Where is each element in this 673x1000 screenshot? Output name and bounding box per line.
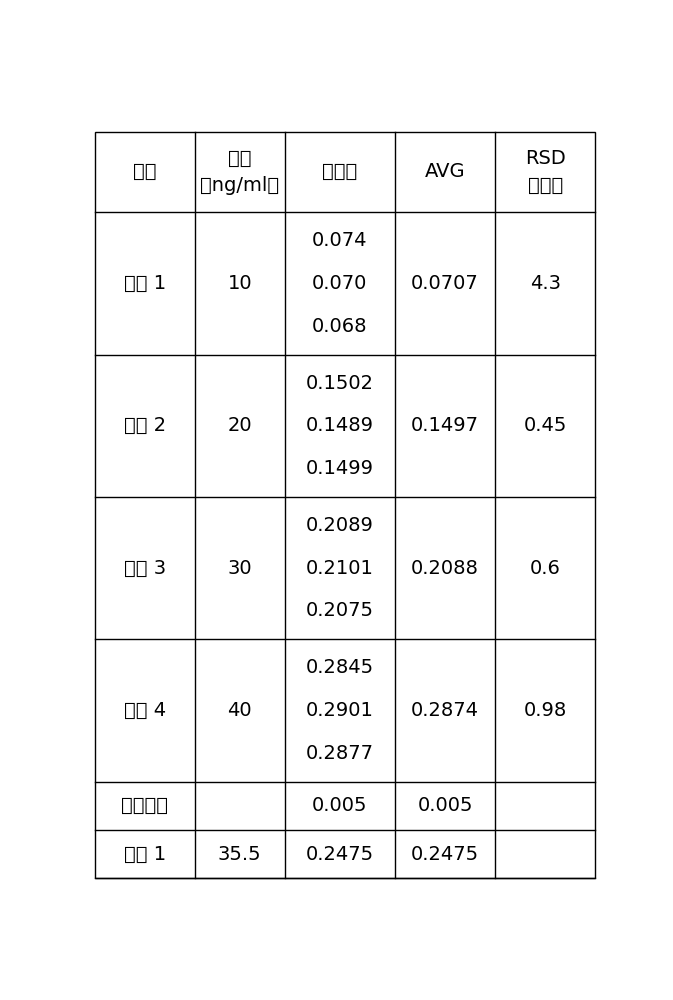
- Text: 0.070: 0.070: [312, 274, 367, 293]
- Text: 0.1489: 0.1489: [306, 416, 374, 435]
- Text: 吸光度: 吸光度: [322, 162, 357, 181]
- Text: 4.3: 4.3: [530, 274, 561, 293]
- Text: 0.005: 0.005: [417, 796, 473, 815]
- Text: 40: 40: [227, 701, 252, 720]
- Text: 标样 3: 标样 3: [124, 559, 166, 578]
- Text: （ng/ml）: （ng/ml）: [200, 176, 279, 195]
- Text: RSD: RSD: [525, 149, 565, 168]
- Text: 0.074: 0.074: [312, 231, 367, 250]
- Text: 0.2901: 0.2901: [306, 701, 374, 720]
- Text: 样品空白: 样品空白: [121, 796, 168, 815]
- Text: 0.2089: 0.2089: [306, 516, 374, 535]
- Text: 0.1502: 0.1502: [306, 374, 374, 393]
- Text: 0.1499: 0.1499: [306, 459, 374, 478]
- Text: 名称: 名称: [133, 162, 156, 181]
- Text: 样品 1: 样品 1: [124, 845, 166, 864]
- Text: 20: 20: [227, 416, 252, 435]
- Text: 0.98: 0.98: [524, 701, 567, 720]
- Text: 0.0707: 0.0707: [411, 274, 479, 293]
- Text: 0.2088: 0.2088: [411, 559, 479, 578]
- Text: 30: 30: [227, 559, 252, 578]
- Text: 0.45: 0.45: [524, 416, 567, 435]
- Text: 0.2475: 0.2475: [306, 845, 374, 864]
- Text: 标样 1: 标样 1: [124, 274, 166, 293]
- Text: 35.5: 35.5: [218, 845, 262, 864]
- Text: AVG: AVG: [425, 162, 465, 181]
- Text: 标样 4: 标样 4: [124, 701, 166, 720]
- Text: 0.005: 0.005: [312, 796, 367, 815]
- Text: 浓度: 浓度: [228, 149, 252, 168]
- Text: 0.2877: 0.2877: [306, 744, 374, 763]
- Text: 10: 10: [227, 274, 252, 293]
- Text: （％）: （％）: [528, 176, 563, 195]
- Text: 0.2874: 0.2874: [411, 701, 479, 720]
- Text: 0.6: 0.6: [530, 559, 561, 578]
- Text: 标样 2: 标样 2: [124, 416, 166, 435]
- Text: 0.2845: 0.2845: [306, 658, 374, 677]
- Text: 0.1497: 0.1497: [411, 416, 479, 435]
- Text: 0.2101: 0.2101: [306, 559, 374, 578]
- Text: 0.2075: 0.2075: [306, 601, 374, 620]
- Text: 0.2475: 0.2475: [411, 845, 479, 864]
- Text: 0.068: 0.068: [312, 317, 367, 336]
